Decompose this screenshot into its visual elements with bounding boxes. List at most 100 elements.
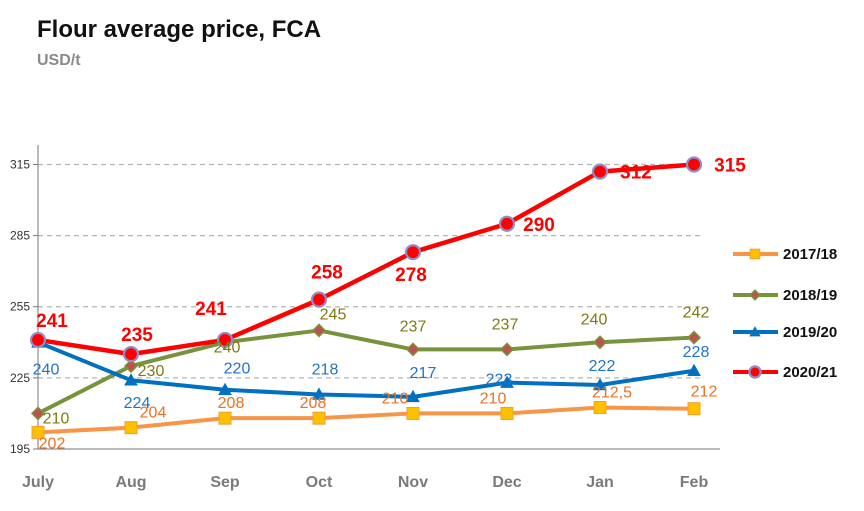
- label-layer: 202 204 208 208 210 210 212,5 212 210 230 240 245 23…: [33, 155, 747, 452]
- data-label: 241: [195, 299, 227, 320]
- series-layer: [29, 156, 703, 439]
- data-point-marker: [687, 363, 701, 377]
- data-label: 224: [124, 395, 151, 412]
- data-point-marker: [405, 342, 421, 357]
- data-label: 210: [382, 390, 409, 407]
- grid-layer: [38, 163, 700, 379]
- axis-layer: 195 225 255 285 315 July Aug Sep Oct Nov Dec Jan Feb: [10, 145, 720, 491]
- data-point-marker: [685, 156, 703, 173]
- data-point-marker: [31, 425, 45, 439]
- data-label: 223: [486, 372, 513, 389]
- data-point-marker: [500, 406, 514, 420]
- y-tick-label: 315: [10, 157, 30, 171]
- data-point-marker: [500, 375, 514, 388]
- legend-item: 2019/20: [733, 324, 837, 341]
- data-label: 217: [410, 365, 437, 382]
- data-point-marker: [749, 289, 761, 301]
- data-point-marker: [123, 358, 139, 374]
- data-label: 278: [395, 265, 427, 286]
- data-point-marker: [30, 406, 46, 421]
- data-label: 212,5: [592, 385, 632, 402]
- data-label: 210: [43, 410, 70, 427]
- x-tick-label: Jan: [586, 474, 614, 491]
- data-label: 237: [400, 318, 427, 335]
- data-point-marker: [122, 346, 140, 363]
- data-label: 218: [312, 361, 339, 378]
- series-line: [36, 328, 696, 416]
- data-label: 290: [523, 215, 555, 236]
- data-point-marker: [311, 323, 327, 338]
- data-point-marker: [749, 248, 761, 260]
- data-label: 230: [138, 363, 165, 380]
- y-tick-label: 225: [10, 371, 30, 385]
- y-tick-label: 195: [10, 442, 30, 456]
- data-point-marker: [218, 411, 232, 425]
- y-tick-label: 255: [10, 300, 30, 314]
- chart-title: Flour average price, FCA: [37, 16, 322, 43]
- data-label: 208: [300, 395, 327, 412]
- data-label: 237: [492, 316, 519, 333]
- data-point-marker: [406, 406, 420, 420]
- data-point-marker: [310, 291, 328, 308]
- data-point-marker: [591, 163, 609, 180]
- data-point-marker: [593, 377, 607, 391]
- data-label: 210: [480, 390, 507, 407]
- data-label: 202: [39, 435, 66, 452]
- data-point-marker: [312, 411, 326, 425]
- x-tick-label: Oct: [306, 474, 333, 491]
- data-label: 315: [714, 155, 746, 176]
- series-line: [36, 340, 696, 399]
- data-point-marker: [312, 387, 326, 400]
- data-point-marker: [499, 342, 515, 357]
- data-label: 240: [581, 311, 608, 328]
- legend-item: 2018/19: [733, 287, 837, 304]
- chart-subtitle: USD/t: [37, 52, 81, 69]
- data-label: 242: [683, 305, 710, 322]
- data-label: 240: [33, 361, 60, 378]
- data-point-marker: [687, 402, 701, 416]
- data-label: 258: [311, 263, 343, 284]
- data-point-marker: [29, 331, 47, 349]
- data-label: 222: [589, 358, 616, 375]
- x-tick-label: Dec: [492, 474, 521, 491]
- data-label: 245: [320, 306, 347, 323]
- data-label: 220: [224, 361, 251, 378]
- y-tick-label: 285: [10, 229, 30, 243]
- x-tick-label: Sep: [210, 474, 240, 491]
- series-2017-18: [31, 401, 701, 439]
- data-label: 240: [214, 339, 241, 356]
- data-label: 212: [691, 384, 718, 401]
- data-point-marker: [124, 373, 138, 386]
- data-label: 241: [36, 311, 68, 332]
- legend-label: 2017/18: [783, 246, 837, 263]
- data-label: 228: [683, 344, 710, 361]
- data-point-marker: [404, 244, 422, 261]
- series-2019-20: [31, 335, 701, 403]
- x-tick-label: Nov: [398, 474, 428, 491]
- series-line: [36, 405, 696, 435]
- series-line: [35, 162, 697, 357]
- data-point-marker: [592, 335, 608, 350]
- x-tick-label: July: [22, 474, 54, 491]
- legend-item: 2017/18: [733, 246, 837, 263]
- series-2020-21: [29, 156, 703, 363]
- x-tick-label: Feb: [680, 474, 709, 491]
- legend-label: 2019/20: [783, 324, 837, 341]
- legend-label: 2020/21: [783, 364, 837, 381]
- data-label: 204: [140, 405, 167, 422]
- legend: 2017/18 2018/19 2019/20 2020/21: [733, 246, 837, 381]
- data-point-marker: [216, 331, 234, 349]
- data-label: 208: [218, 395, 245, 412]
- legend-item: 2020/21: [733, 364, 837, 381]
- data-point-marker: [498, 215, 516, 232]
- data-point-marker: [406, 389, 420, 403]
- data-point-marker: [593, 401, 607, 415]
- data-point-marker: [686, 330, 702, 345]
- data-label: 235: [121, 325, 153, 346]
- data-point-marker: [748, 365, 762, 379]
- data-point-marker: [218, 382, 232, 396]
- data-label: 312: [620, 163, 652, 184]
- legend-label: 2018/19: [783, 287, 837, 304]
- data-point-marker: [124, 421, 138, 435]
